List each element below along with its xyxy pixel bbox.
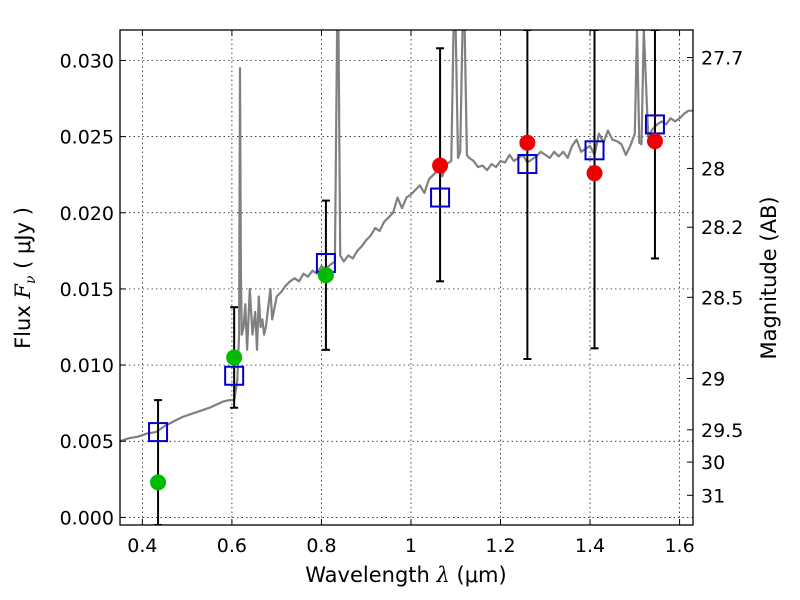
observed-detections-point	[317, 267, 334, 284]
error-bar	[154, 399, 163, 525]
y-tick-label: 0.025	[60, 127, 114, 149]
model-photometry-square	[517, 154, 538, 175]
x-tick-label: 0.6	[217, 535, 247, 557]
model-photometry-square	[430, 187, 451, 208]
x-tick-label: 1	[405, 535, 417, 557]
y-tick-label: 0.000	[60, 507, 114, 529]
x-tick-label: 1.6	[664, 535, 694, 557]
model-photometry-square	[148, 422, 169, 443]
model-photometry-square	[584, 140, 605, 161]
x-axis-title: Wavelength λ (μm)	[305, 563, 506, 587]
y-axis-title: Flux Fν ( μJy )	[11, 207, 39, 349]
observed-limits-point	[586, 165, 603, 182]
right-axis-title: Magnitude (AB)	[757, 196, 781, 359]
right-tick-label: 28.5	[701, 287, 743, 309]
y-tick-label: 0.020	[60, 203, 114, 225]
x-tick-label: 1.4	[575, 535, 605, 557]
y-tick-label: 0.005	[60, 431, 114, 453]
error-bar	[523, 30, 532, 360]
right-tick-label: 28	[701, 158, 725, 180]
right-tick-label: 27.7	[701, 48, 743, 70]
model-photometry-square	[224, 365, 245, 386]
right-tick-label: 31	[701, 485, 725, 507]
plot-frame	[119, 29, 694, 526]
plot-area	[120, 30, 693, 525]
observed-detections-point	[226, 349, 243, 366]
grid	[120, 30, 693, 525]
x-tick-label: 0.4	[127, 535, 157, 557]
right-tick-label: 30	[701, 452, 725, 474]
y-tick-label: 0.010	[60, 355, 114, 377]
right-tick-label: 28.2	[701, 217, 743, 239]
right-tick-label: 29.5	[701, 420, 743, 442]
observed-detections-point	[150, 474, 167, 491]
error-bar	[590, 30, 599, 350]
observed-limits-point	[432, 157, 449, 174]
axis-ticks: 0.4 0.6 0.8 1 1.2 1.4 1.6 0.000 0.005 0.010 0.015 0…	[60, 30, 743, 557]
observed-limits-point	[646, 133, 663, 150]
x-tick-label: 0.8	[306, 535, 336, 557]
y-tick-label: 0.030	[60, 50, 114, 72]
y-tick-label: 0.015	[60, 279, 114, 301]
right-tick-label: 29	[701, 368, 725, 390]
observed-limits-point	[519, 134, 536, 151]
model-spectrum-line	[120, 30, 693, 443]
x-tick-label: 1.2	[485, 535, 515, 557]
